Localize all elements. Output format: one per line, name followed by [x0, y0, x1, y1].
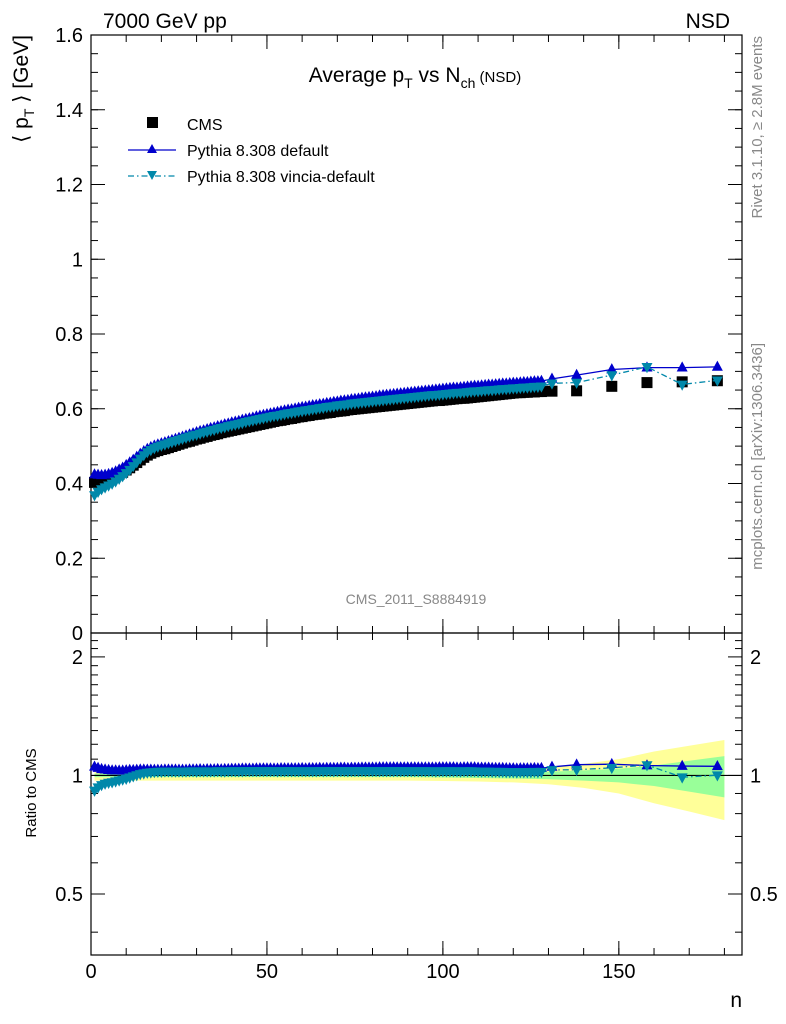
legend-label-cms: CMS: [187, 117, 223, 134]
ratio-point-vincia: [641, 761, 653, 772]
ratio-point-vincia: [571, 765, 583, 777]
x-axis-label: n: [730, 989, 742, 1012]
ratio-point-vincia: [676, 773, 688, 784]
ratio-y-axis: 0.5 0.5 1 1 2 2: [55, 640, 778, 933]
rivet-label: Rivet 3.1.10, ≥ 2.8M events: [749, 36, 766, 219]
x-tick-label: 150: [602, 961, 635, 983]
ratio-tick-label-right: 0.5: [750, 884, 778, 906]
data-point-vincia: [641, 363, 653, 374]
data-point-default: [571, 368, 583, 379]
data-point-vincia: [676, 380, 688, 391]
y-tick-label: 1: [72, 249, 83, 271]
ratio-band-yellow: [94, 740, 725, 821]
mcplots-label: mcplots.cern.ch [arXiv:1306.3436]: [749, 343, 766, 570]
data-point-default: [535, 374, 547, 385]
ratio-point-vincia: [711, 771, 723, 782]
energy-label: 7000 GeV pp: [103, 10, 227, 33]
data-point-vincia: [711, 376, 723, 387]
main-y-axis: 0 0.2 0.4 0.6 0.8 1 1.2 1.4 1.6: [55, 25, 742, 645]
ratio-tick-label: 2: [72, 647, 83, 669]
y-tick-label: 0.8: [55, 324, 83, 346]
process-label: NSD: [686, 10, 730, 33]
ratio-band-green: [94, 756, 725, 798]
data-point-vincia: [606, 371, 618, 382]
data-point-default: [711, 360, 723, 371]
analysis-id: CMS_2011_S8884919: [346, 591, 487, 607]
ratio-point-default: [676, 759, 688, 770]
ratio-tick-label-right: 1: [750, 765, 761, 787]
ratio-plot-frame: [90, 632, 743, 956]
legend-label-vincia: Pythia 8.308 vincia-default: [187, 169, 375, 186]
y-tick-label: 0.2: [55, 548, 83, 570]
ratio-point-default: [711, 759, 723, 771]
y-tick-label: 1.2: [55, 175, 83, 197]
ratio-point-vincia: [546, 766, 558, 777]
ratio-y-axis-label: Ratio to CMS: [23, 748, 40, 837]
x-tick-label: 0: [85, 961, 96, 983]
ratio-tick-label: 0.5: [55, 884, 83, 906]
data-point-cms: [571, 385, 583, 397]
legend-label-default: Pythia 8.308 default: [187, 143, 329, 160]
main-series: [89, 360, 723, 502]
x-tick-label: 50: [256, 961, 278, 983]
ratio-point-vincia: [535, 767, 547, 779]
x-tick-label: 100: [426, 961, 459, 983]
data-point-default: [676, 361, 688, 372]
data-point-cms: [546, 385, 558, 397]
data-point-vincia: [546, 379, 558, 390]
ratio-series: [89, 757, 723, 797]
legend-marker-vincia: [147, 171, 157, 180]
x-axis: 0 50 100 150: [85, 35, 725, 983]
chart-title: Average pT vs Nch (NSD): [309, 64, 521, 91]
ratio-uncertainty-bands: [94, 740, 725, 821]
data-point-vincia: [535, 382, 547, 393]
y-tick-label: 0.4: [55, 474, 83, 496]
series-line-vincia: [94, 366, 718, 496]
legend-marker-cms: [147, 117, 158, 128]
ratio-tick-label-right: 2: [750, 647, 761, 669]
ratio-tick-label: 1: [72, 765, 83, 787]
y-tick-label: 1.4: [55, 100, 83, 122]
data-point-default: [606, 363, 618, 374]
series-line-default: [94, 366, 718, 476]
data-point-cms: [606, 380, 618, 392]
data-point-cms: [641, 377, 653, 389]
y-tick-label: 0.6: [55, 399, 83, 421]
main-y-axis-label: ⟨ pT ⟩ [GeV]: [10, 35, 37, 143]
ratio-point-vincia: [606, 763, 618, 775]
legend-marker-default: [147, 144, 157, 153]
data-point-vincia: [571, 378, 583, 389]
y-tick-label: 1.6: [55, 25, 83, 47]
legend: CMS Pythia 8.308 default Pythia 8.308 vi…: [128, 117, 375, 186]
y-tick-label: 0: [72, 623, 83, 645]
